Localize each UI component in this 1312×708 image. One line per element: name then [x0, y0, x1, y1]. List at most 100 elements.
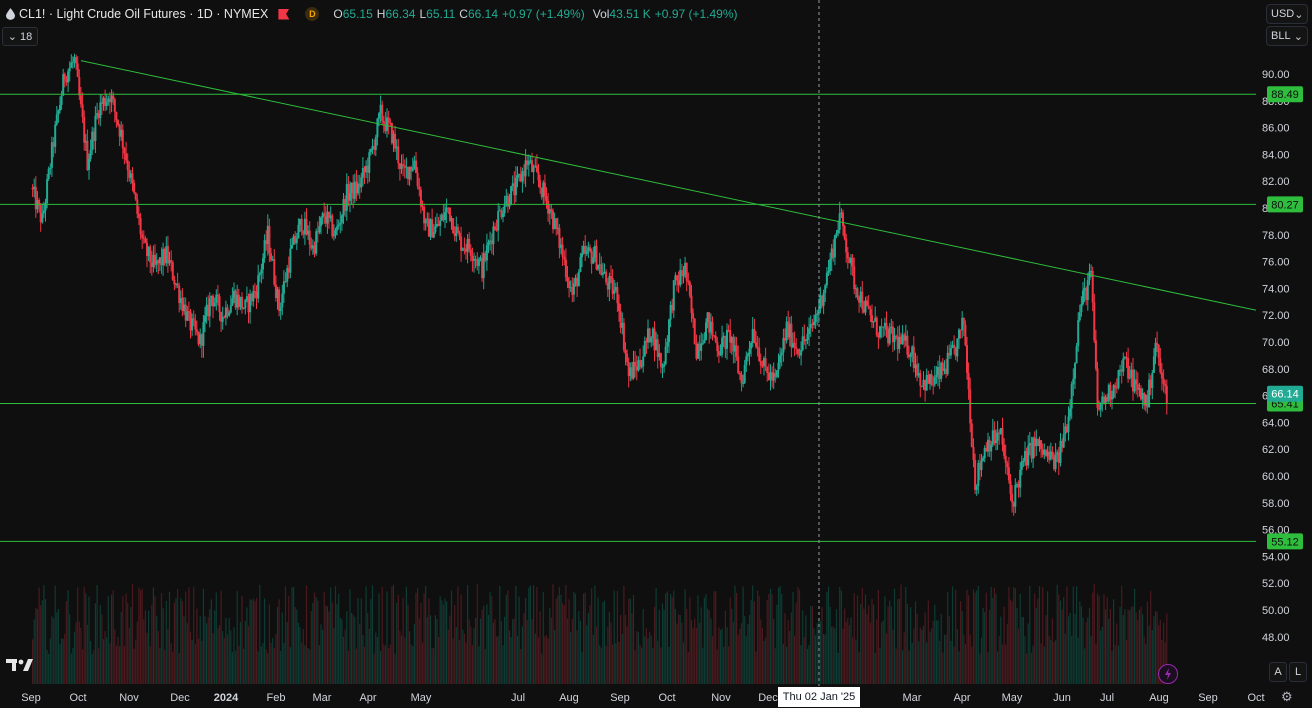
volume-bar	[138, 587, 140, 684]
volume-bar	[587, 613, 589, 684]
candle-body	[709, 321, 712, 333]
candle-body	[585, 250, 588, 254]
volume-bar	[318, 645, 320, 684]
volume-bar	[381, 587, 383, 684]
gear-icon[interactable]: ⚙	[1281, 689, 1293, 704]
candle-body	[81, 104, 84, 118]
indicators-collapse-button[interactable]: ⌄ 18	[2, 27, 38, 46]
trendline[interactable]	[80, 60, 1280, 316]
candle-body	[179, 298, 182, 303]
candle-body	[378, 113, 380, 119]
volume-value: 43.51 K	[609, 7, 651, 21]
volume-bar	[1027, 623, 1029, 684]
candle-body	[315, 231, 318, 254]
unit-selector[interactable]: BLL ⌄	[1266, 26, 1308, 46]
candle-body	[253, 291, 256, 292]
volume-bar	[193, 586, 195, 684]
crosshair-date-label: Thu 02 Jan '25	[778, 687, 860, 707]
volume-bar	[513, 618, 515, 684]
candle-body	[626, 353, 629, 363]
candle-body	[181, 298, 184, 311]
candle-body	[577, 272, 580, 287]
candle-body	[244, 299, 247, 309]
volume-bar	[48, 653, 50, 684]
volume-bar	[877, 589, 879, 684]
candle-body	[882, 326, 885, 328]
candle-body	[753, 329, 756, 343]
volume-bar	[400, 635, 403, 684]
candle-body	[407, 166, 409, 180]
candle-body	[775, 370, 778, 377]
price-axis[interactable]	[1256, 0, 1312, 708]
volume-bar	[906, 603, 908, 684]
candle-body	[1151, 373, 1154, 388]
delayed-data-badge[interactable]: D	[305, 7, 320, 21]
candle-body	[1123, 357, 1126, 359]
candle-body	[1086, 280, 1089, 301]
volume-bar	[694, 618, 696, 684]
candle-body	[456, 226, 459, 233]
candle-body	[291, 244, 293, 249]
candle-body	[598, 264, 601, 266]
candle-body	[1064, 426, 1067, 435]
candle-body	[827, 271, 830, 273]
volume-bar	[454, 604, 456, 684]
volume-bar	[1071, 636, 1073, 684]
flag-icon[interactable]	[278, 8, 290, 20]
volume-bar	[879, 647, 881, 684]
auto-scale-button[interactable]: A	[1269, 662, 1287, 682]
volume-bar	[728, 646, 730, 684]
tradingview-logo[interactable]	[6, 657, 34, 673]
volume-bar	[740, 623, 743, 684]
volume-bar	[330, 587, 332, 684]
time-axis[interactable]	[0, 686, 1312, 708]
candle-body	[200, 334, 203, 346]
candle-body	[260, 269, 263, 274]
candle-body	[324, 216, 327, 224]
level-price-tag-bg	[1267, 196, 1303, 213]
close-label: C	[459, 7, 468, 21]
candle-body	[990, 444, 993, 452]
volume-bar	[397, 595, 399, 684]
lightning-icon[interactable]	[1158, 664, 1178, 684]
candle-body	[300, 218, 303, 232]
volume-bar	[679, 615, 681, 684]
candle-body	[424, 219, 427, 224]
volume-bar	[539, 611, 541, 684]
candle-body	[320, 217, 322, 227]
volume-bar	[1037, 598, 1039, 684]
candle-body	[455, 226, 458, 236]
candle-body	[862, 309, 865, 313]
candle-body	[373, 146, 376, 150]
symbol-title[interactable]: CL1! · Light Crude Oil Futures · 1D · NY…	[19, 7, 269, 21]
volume-bar	[1076, 586, 1078, 684]
currency-selector[interactable]: USD ⌄	[1266, 4, 1308, 24]
volume-bar	[1090, 636, 1092, 684]
volume-bar	[1108, 618, 1110, 684]
candle-body	[149, 246, 152, 263]
volume-bar	[96, 585, 98, 684]
candle-body	[444, 212, 446, 220]
volume-bar	[745, 636, 747, 684]
candle-body	[386, 117, 388, 132]
volume-bar	[354, 616, 356, 684]
volume-bar	[566, 618, 569, 684]
volume-bar	[267, 653, 269, 684]
volume-bar	[177, 588, 179, 684]
volume-bar	[992, 597, 994, 684]
log-scale-button[interactable]: L	[1289, 662, 1307, 682]
volume-bar	[41, 600, 43, 684]
volume-bar	[989, 610, 991, 684]
volume-bar	[471, 645, 473, 684]
candle-body	[542, 182, 545, 198]
candle-body	[885, 322, 888, 330]
candle-body	[1067, 416, 1070, 433]
candle-body	[526, 160, 529, 165]
volume-bar	[871, 599, 873, 684]
volume-bar	[202, 588, 204, 684]
candle-body	[610, 276, 612, 278]
volume-bar	[476, 584, 478, 684]
symbol-legend[interactable]: CL1! · Light Crude Oil Futures · 1D · NY…	[6, 5, 742, 23]
volume-bar	[268, 604, 270, 684]
